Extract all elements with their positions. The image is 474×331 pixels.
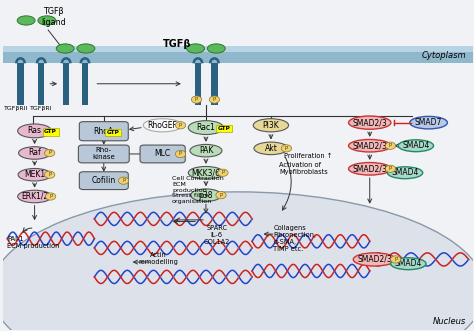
- FancyBboxPatch shape: [78, 145, 129, 163]
- Bar: [38, 63, 45, 105]
- Text: PAK: PAK: [199, 146, 213, 155]
- Text: ERK1/2: ERK1/2: [21, 192, 48, 201]
- Text: PI3K: PI3K: [263, 121, 279, 130]
- Text: TGFβRII: TGFβRII: [4, 106, 28, 111]
- Text: P: P: [219, 193, 223, 198]
- Bar: [195, 63, 201, 105]
- Text: Proliferation ↑: Proliferation ↑: [284, 153, 332, 159]
- Ellipse shape: [188, 166, 224, 179]
- Text: TGFβ
ligand: TGFβ ligand: [41, 8, 66, 27]
- Text: SMAD2/3: SMAD2/3: [352, 141, 387, 150]
- FancyBboxPatch shape: [43, 128, 59, 135]
- Text: P: P: [221, 170, 225, 175]
- Text: SMAD4: SMAD4: [392, 168, 419, 177]
- Ellipse shape: [56, 44, 74, 53]
- Text: GTP: GTP: [218, 126, 230, 131]
- Text: RhoGEF: RhoGEF: [148, 121, 178, 130]
- Ellipse shape: [18, 124, 52, 138]
- Text: SMAD7: SMAD7: [415, 118, 442, 127]
- Bar: [82, 63, 88, 105]
- Circle shape: [45, 149, 55, 157]
- Bar: [63, 63, 69, 105]
- Circle shape: [216, 192, 226, 199]
- Ellipse shape: [353, 253, 396, 266]
- Text: Actin
remodelling: Actin remodelling: [138, 252, 178, 265]
- Ellipse shape: [254, 142, 288, 155]
- Text: MLC: MLC: [155, 150, 171, 159]
- Ellipse shape: [410, 117, 447, 129]
- Circle shape: [385, 142, 396, 149]
- Text: P: P: [48, 151, 51, 156]
- Ellipse shape: [38, 16, 56, 25]
- Text: Nucleus: Nucleus: [433, 316, 466, 326]
- Circle shape: [391, 256, 401, 263]
- Circle shape: [218, 169, 228, 176]
- Text: Akt: Akt: [264, 144, 277, 153]
- Text: GTP: GTP: [44, 129, 57, 134]
- Text: P: P: [49, 194, 52, 199]
- Ellipse shape: [387, 167, 423, 179]
- Ellipse shape: [207, 44, 225, 53]
- Ellipse shape: [188, 121, 224, 134]
- Bar: [211, 63, 218, 105]
- Text: P: P: [179, 123, 182, 128]
- Bar: [17, 63, 24, 105]
- Text: P: P: [122, 178, 125, 183]
- Text: SMAD2/3: SMAD2/3: [352, 118, 387, 127]
- Text: Cytoplasm: Cytoplasm: [421, 51, 466, 60]
- Text: P: P: [179, 152, 182, 157]
- Circle shape: [45, 171, 55, 178]
- Ellipse shape: [253, 119, 289, 132]
- Text: P: P: [389, 143, 392, 148]
- Ellipse shape: [17, 16, 35, 25]
- Text: P: P: [48, 172, 51, 177]
- FancyBboxPatch shape: [79, 122, 128, 141]
- Text: RhoA: RhoA: [94, 127, 114, 136]
- Circle shape: [191, 96, 202, 103]
- Ellipse shape: [190, 144, 222, 157]
- Ellipse shape: [191, 189, 221, 202]
- Ellipse shape: [0, 192, 474, 331]
- Ellipse shape: [77, 44, 95, 53]
- Text: Rac1: Rac1: [197, 123, 215, 132]
- Circle shape: [118, 177, 129, 184]
- Ellipse shape: [18, 190, 52, 203]
- Ellipse shape: [348, 116, 391, 129]
- FancyBboxPatch shape: [2, 48, 474, 63]
- Ellipse shape: [18, 147, 51, 159]
- Ellipse shape: [143, 119, 182, 132]
- FancyBboxPatch shape: [105, 129, 121, 136]
- Text: P: P: [213, 97, 216, 102]
- Text: SMAD4: SMAD4: [395, 259, 422, 268]
- Text: TGFβ: TGFβ: [163, 38, 191, 49]
- Circle shape: [281, 145, 292, 152]
- Text: Activation of
Myofibroblasts: Activation of Myofibroblasts: [279, 162, 328, 175]
- Circle shape: [175, 122, 186, 129]
- FancyBboxPatch shape: [2, 46, 474, 52]
- Text: PAI-1
ECM production: PAI-1 ECM production: [7, 236, 60, 250]
- Circle shape: [385, 165, 396, 172]
- Ellipse shape: [348, 163, 391, 175]
- Text: P: P: [285, 146, 288, 151]
- Ellipse shape: [348, 139, 391, 152]
- Text: MKK3/6: MKK3/6: [191, 168, 220, 177]
- Circle shape: [46, 193, 56, 200]
- Text: Collagens
Fibronection,
α-SMA,
TIMP etc.: Collagens Fibronection, α-SMA, TIMP etc.: [273, 225, 316, 253]
- Text: Cofilin: Cofilin: [91, 176, 116, 185]
- Circle shape: [209, 96, 219, 103]
- Text: Ras: Ras: [27, 126, 42, 135]
- Ellipse shape: [391, 258, 426, 270]
- Text: SMAD4: SMAD4: [402, 141, 429, 150]
- Text: P: P: [389, 166, 392, 171]
- Ellipse shape: [398, 140, 434, 152]
- Text: SPARC
IL-6
COL1A2: SPARC IL-6 COL1A2: [203, 225, 230, 246]
- Text: SMAD2/3: SMAD2/3: [352, 164, 387, 173]
- Text: Cell Contraction
ECM
production
Stress fibre
organisation: Cell Contraction ECM production Stress f…: [172, 176, 224, 204]
- Ellipse shape: [187, 44, 204, 53]
- Ellipse shape: [18, 168, 51, 181]
- FancyBboxPatch shape: [79, 172, 128, 190]
- Circle shape: [175, 150, 186, 158]
- FancyBboxPatch shape: [140, 145, 185, 163]
- Text: Rho-
kinase: Rho- kinase: [92, 148, 115, 161]
